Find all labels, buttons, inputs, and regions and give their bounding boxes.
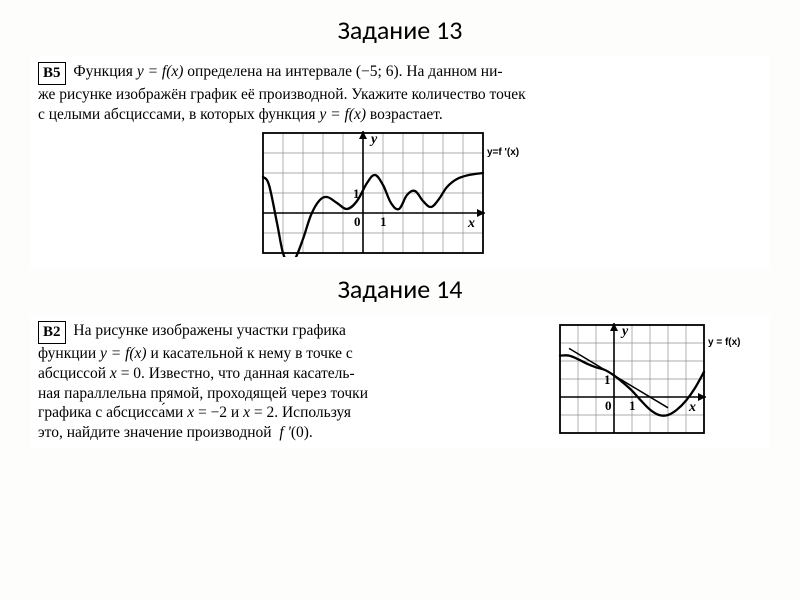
task14-heading: Задание 14: [30, 273, 770, 305]
svg-text:1: 1: [380, 214, 387, 229]
task14-text: На рисунке изображены участки графикафун…: [38, 322, 368, 442]
task13-text: Функция y = f(x) определена на интервале…: [38, 63, 526, 123]
task14-graph: y x 0 1 1 y = f(x): [556, 321, 762, 437]
svg-text:x: x: [467, 216, 475, 231]
svg-text:y=f '(x): y=f '(x): [487, 147, 519, 158]
svg-text:1: 1: [629, 398, 636, 413]
svg-text:x: x: [688, 400, 696, 415]
svg-text:y = f(x): y = f(x): [708, 337, 741, 348]
task14-problem: B2 На рисунке изображены участки графика…: [30, 315, 770, 449]
svg-text:y: y: [369, 132, 378, 147]
svg-text:0: 0: [605, 398, 612, 413]
task13-graph: yx011y=f '(x): [259, 129, 541, 257]
svg-text:1: 1: [604, 372, 611, 387]
svg-text:0: 0: [354, 214, 361, 229]
task13-badge: B5: [38, 62, 66, 85]
task14-badge: B2: [38, 321, 66, 344]
task14-graph-wrap: y x 0 1 1 y = f(x): [556, 321, 762, 443]
task13-graph-wrap: yx011y=f '(x): [38, 129, 762, 263]
task13-problem: B5 Функция y = f(x) определена на интерв…: [30, 56, 770, 269]
svg-text:y: y: [620, 324, 629, 339]
task13-heading: Задание 13: [30, 14, 770, 46]
